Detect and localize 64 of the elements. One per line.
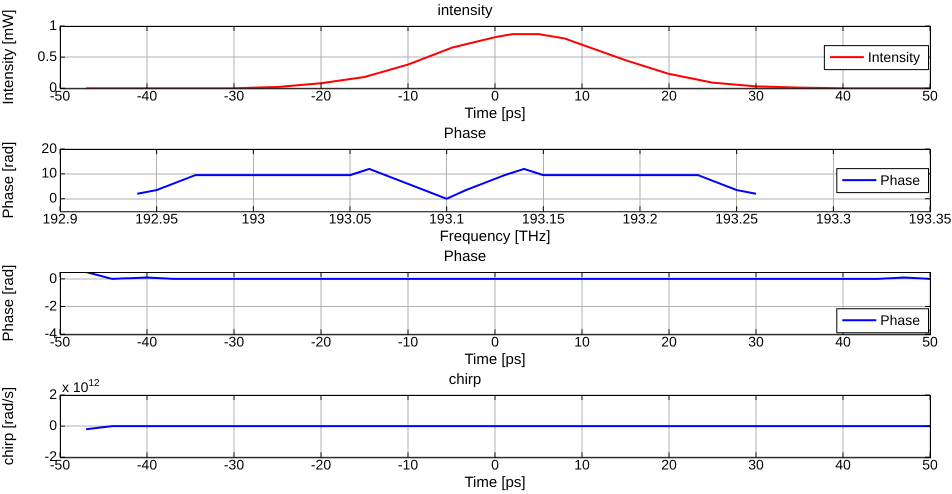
- x-tick-label: 20: [661, 87, 677, 104]
- legend-label: Intensity: [868, 48, 920, 65]
- chart-title: Phase: [444, 248, 486, 266]
- x-tick-label: 193.05: [328, 210, 372, 226]
- x-tick-label: 0: [491, 456, 500, 472]
- x-tick-label: 0: [491, 87, 500, 104]
- x-tick-label: -30: [224, 456, 244, 472]
- x-tick-label: 193.3: [816, 210, 852, 226]
- chart-title: chirp: [448, 371, 482, 388]
- y-tick-label: 0: [49, 190, 58, 206]
- y-tick-label: 1: [49, 16, 58, 33]
- y-tick-label: 0: [49, 416, 58, 433]
- x-tick-label: 50: [922, 333, 938, 350]
- x-tick-label: 10: [574, 333, 590, 350]
- x-axis-title: Time [ps]: [464, 474, 526, 492]
- x-tick-label: -30: [224, 87, 244, 104]
- y-axis-title: chirp [rad/s]: [0, 386, 18, 466]
- x-tick-label: 192.95: [135, 210, 178, 226]
- x-tick-label: 40: [835, 456, 851, 472]
- x-tick-label: -30: [224, 333, 244, 350]
- x-tick-label: -40: [136, 87, 158, 104]
- x-axis-title: Time [ps]: [464, 105, 526, 122]
- y-axis-title: Phase [rad]: [0, 264, 18, 342]
- x-tick-label: -40: [136, 333, 158, 350]
- x-tick-label: -10: [398, 333, 418, 350]
- x-axis-title: Time [ps]: [464, 351, 526, 368]
- y-tick-label: 0.5: [38, 48, 58, 64]
- x-tick-label: 193.2: [622, 210, 658, 226]
- x-tick-label: -20: [310, 87, 332, 104]
- x-tick-label: 30: [748, 456, 764, 472]
- legend-label: Phase: [880, 312, 920, 328]
- x-tick-label: 40: [835, 333, 851, 350]
- x-tick-label: 193.1: [429, 210, 464, 226]
- x-tick-label: 20: [661, 333, 677, 350]
- x-tick-label: 193: [242, 210, 266, 226]
- x-tick-label: -10: [398, 87, 418, 104]
- x-tick-label: 193.25: [715, 210, 758, 226]
- x-tick-label: 30: [748, 87, 764, 104]
- x-tick-label: 193.15: [522, 210, 565, 226]
- x-tick-label: 0: [491, 333, 500, 350]
- y-tick-label: 0: [49, 270, 58, 286]
- x-tick-label: 30: [748, 333, 764, 350]
- x-tick-label: -40: [136, 456, 158, 472]
- x-tick-label: 50: [922, 87, 938, 104]
- x-tick-label: -20: [310, 333, 332, 350]
- x-tick-label: 50: [922, 456, 938, 472]
- x-tick-label: 40: [835, 87, 851, 104]
- y-tick-label: 2: [49, 386, 58, 402]
- chart-title: intensity: [437, 2, 494, 20]
- x-tick-label: 20: [661, 456, 677, 472]
- chart-title: Phase: [444, 125, 486, 142]
- y-axis-title: Intensity [mW]: [0, 10, 18, 105]
- y-axis-title: Phase [rad]: [0, 142, 18, 218]
- y-tick-label: -2: [44, 297, 58, 314]
- x-tick-label: 10: [574, 87, 590, 104]
- x-tick-label: 192.9: [42, 210, 78, 226]
- x-axis-title: Frequency [THz]: [440, 228, 550, 246]
- y-tick-label: 10: [41, 164, 58, 181]
- x-tick-label: -20: [310, 456, 332, 472]
- legend-label: Phase: [880, 172, 920, 188]
- x-tick-label: 193.35: [908, 210, 952, 226]
- y-tick-label: 20: [41, 140, 58, 156]
- x-tick-label: 10: [574, 456, 590, 472]
- x-tick-label: -10: [398, 456, 418, 472]
